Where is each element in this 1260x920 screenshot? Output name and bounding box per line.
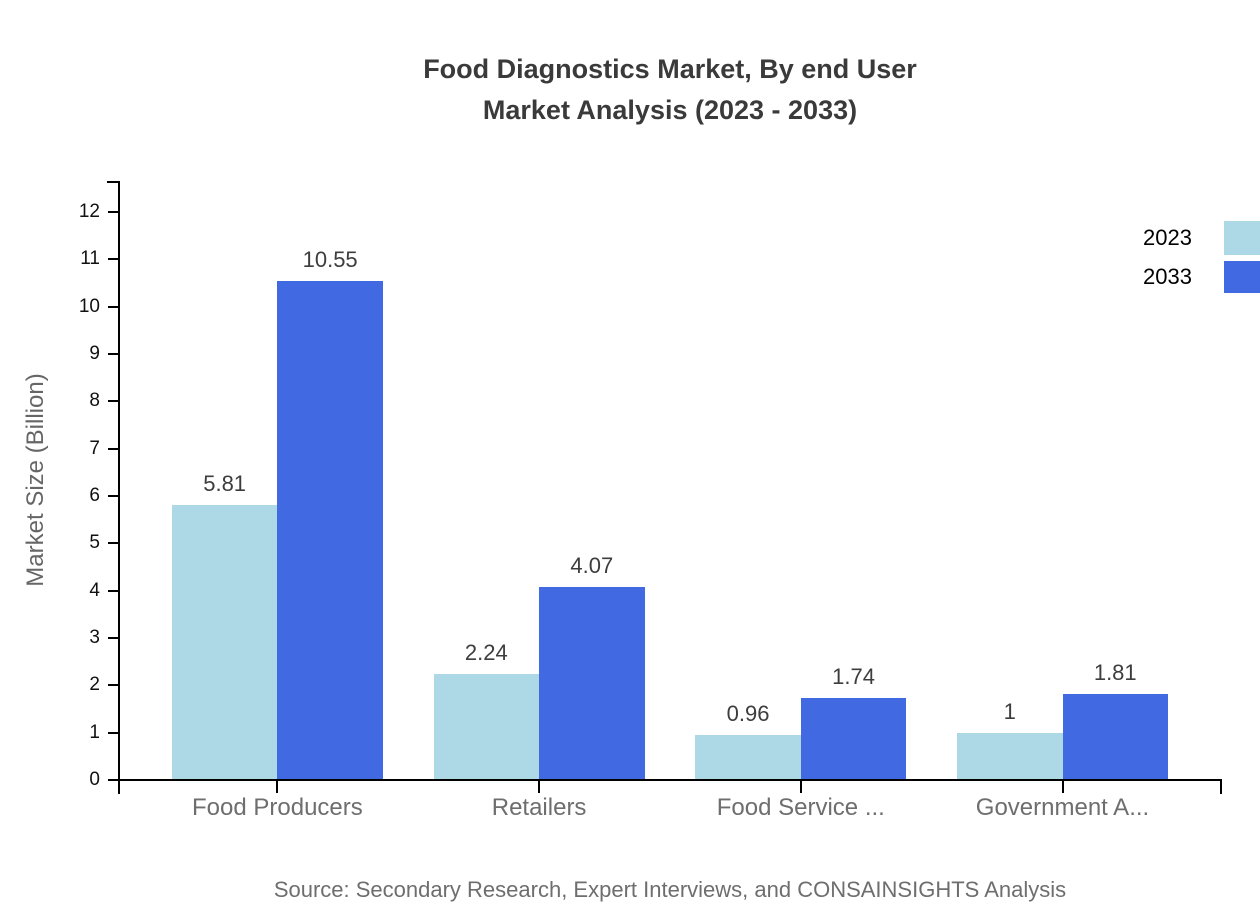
y-tick-4 bbox=[108, 589, 118, 592]
category-label-government-a: Government A... bbox=[975, 794, 1150, 821]
bar-2033-retailers bbox=[539, 587, 645, 779]
value-label-2033-food-producers: 10.55 bbox=[302, 246, 358, 272]
y-tick-label-10: 10 bbox=[78, 295, 100, 317]
y-tick-label-1: 1 bbox=[89, 721, 100, 743]
chart-title: Food Diagnostics Market, By end User Mar… bbox=[170, 49, 1170, 131]
y-axis-line bbox=[118, 181, 120, 781]
bar-2033-food-producers bbox=[277, 280, 383, 779]
y-tick-8 bbox=[108, 400, 118, 403]
chart-title-line2: Market Analysis (2023 - 2033) bbox=[482, 95, 858, 125]
value-label-2033-retailers: 4.07 bbox=[570, 553, 614, 579]
category-label-food-service: Food Service ... bbox=[716, 794, 885, 821]
y-tick-0 bbox=[108, 779, 118, 781]
value-label-2033-government-a: 1.81 bbox=[1093, 660, 1137, 686]
y-tick-label-3: 3 bbox=[89, 627, 100, 648]
y-tick-3 bbox=[108, 637, 118, 639]
y-tick-7 bbox=[108, 447, 118, 450]
bar-2033-government-a bbox=[1062, 694, 1168, 779]
y-tick-5 bbox=[108, 542, 118, 545]
bar-2023-food-producers bbox=[171, 504, 278, 779]
legend-label-2023: 2023 bbox=[1143, 225, 1192, 250]
y-tick-2 bbox=[108, 684, 118, 687]
value-label-2023-government-a: 1 bbox=[1003, 698, 1016, 724]
y-tick-12 bbox=[108, 211, 118, 213]
y-tick-10 bbox=[108, 305, 118, 308]
y-tick-1 bbox=[108, 731, 118, 734]
y-tick-11 bbox=[108, 258, 118, 261]
source-line: Source: Secondary Research, Expert Inter… bbox=[273, 877, 1067, 902]
y-tick-label-4: 4 bbox=[89, 579, 100, 601]
y-tick-label-7: 7 bbox=[89, 437, 100, 459]
y-tick-label-2: 2 bbox=[89, 674, 100, 696]
bar-2033-food-service bbox=[800, 697, 907, 779]
category-label-retailers: Retailers bbox=[491, 794, 587, 821]
bar-2023-food-service bbox=[695, 734, 801, 779]
value-label-2023-food-service: 0.96 bbox=[726, 700, 770, 726]
x-tick-retailers bbox=[538, 781, 541, 793]
x-axis-right-end-tick bbox=[1220, 781, 1222, 794]
y-tick-label-9: 9 bbox=[89, 343, 100, 364]
category-label-food-producers: Food Producers bbox=[192, 794, 363, 821]
x-tick-government-a bbox=[1061, 781, 1064, 793]
y-axis-top-cap bbox=[107, 181, 119, 183]
legend-label-2033: 2033 bbox=[1143, 264, 1192, 289]
y-tick-label-5: 5 bbox=[89, 532, 100, 554]
chart-title-line1: Food Diagnostics Market, By end User bbox=[423, 54, 917, 84]
x-axis-line bbox=[118, 779, 1222, 781]
y-tick-label-6: 6 bbox=[89, 485, 100, 506]
y-tick-9 bbox=[108, 353, 118, 355]
y-tick-label-12: 12 bbox=[78, 201, 100, 222]
y-tick-6 bbox=[108, 495, 118, 497]
bar-2023-government-a bbox=[957, 732, 1063, 779]
bar-2023-retailers bbox=[433, 673, 540, 779]
value-label-2023-retailers: 2.24 bbox=[464, 639, 508, 665]
x-axis-left-end-tick bbox=[118, 781, 120, 794]
legend-swatch-2033 bbox=[1224, 261, 1260, 293]
y-tick-label-11: 11 bbox=[80, 248, 100, 270]
value-label-2023-food-producers: 5.81 bbox=[203, 470, 247, 496]
x-tick-food-producers bbox=[276, 781, 279, 793]
y-tick-label-0: 0 bbox=[89, 769, 100, 790]
x-tick-food-service bbox=[799, 781, 802, 793]
value-label-2033-food-service: 1.74 bbox=[832, 663, 875, 689]
legend-swatch-2023 bbox=[1224, 221, 1260, 255]
y-tick-label-8: 8 bbox=[89, 390, 100, 412]
